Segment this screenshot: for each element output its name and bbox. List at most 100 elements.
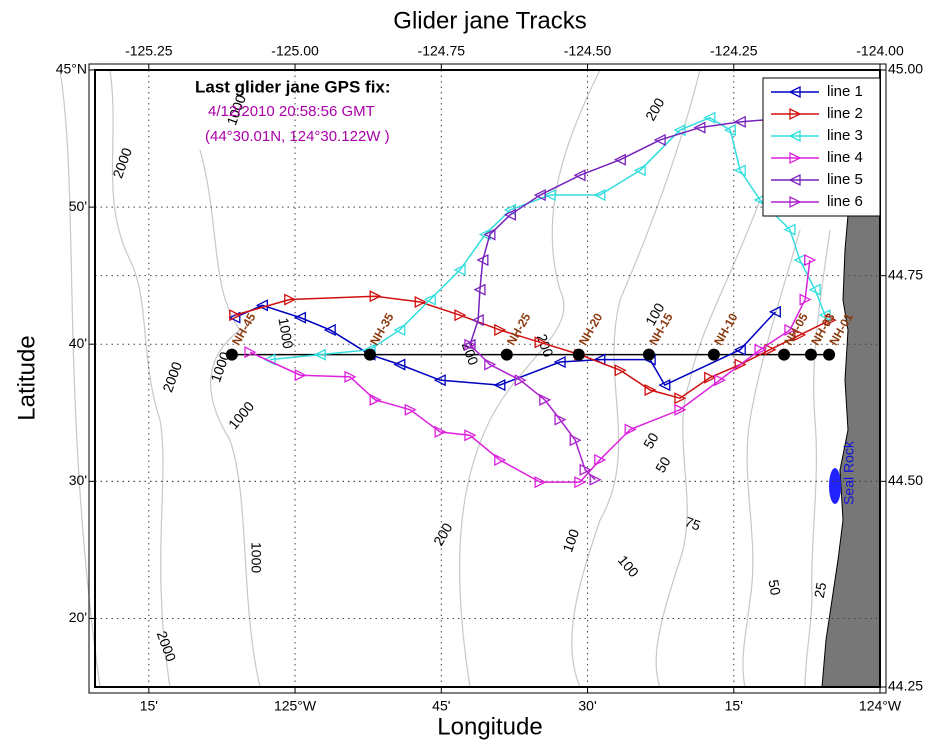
track-line bbox=[234, 295, 831, 400]
x-tick-label: 30' bbox=[578, 698, 596, 714]
contour-label: 200 bbox=[534, 332, 557, 360]
contour-label: 75 bbox=[683, 513, 703, 533]
y-tick-label: 40' bbox=[69, 335, 87, 351]
track-marker bbox=[494, 453, 507, 466]
track-marker bbox=[414, 295, 427, 309]
track-marker bbox=[483, 228, 496, 241]
track-marker bbox=[404, 403, 417, 416]
legend-label: line 3 bbox=[827, 127, 863, 144]
track-marker bbox=[434, 425, 447, 439]
x2-tick-label: -125.00 bbox=[271, 43, 319, 59]
y2-tick-label: 45.00 bbox=[888, 61, 923, 77]
track-marker bbox=[579, 463, 592, 476]
x2-tick-label: -124.25 bbox=[710, 43, 758, 59]
track-marker bbox=[673, 124, 686, 137]
track-marker bbox=[534, 336, 547, 349]
station bbox=[500, 348, 513, 361]
track-marker bbox=[476, 253, 489, 267]
chart-title: Glider jane Tracks bbox=[393, 7, 586, 34]
track-marker bbox=[464, 429, 477, 442]
y-axis-label: Latitude bbox=[13, 335, 40, 420]
track-marker bbox=[393, 323, 406, 337]
track-marker bbox=[594, 453, 607, 466]
contour-label: 100 bbox=[559, 527, 582, 555]
track-marker bbox=[313, 348, 326, 361]
contour-label: 50 bbox=[652, 454, 674, 476]
annotation: 4/12/2010 20:58:56 GMT bbox=[208, 103, 375, 120]
track-marker bbox=[704, 371, 717, 384]
track-marker bbox=[658, 379, 671, 392]
legend-marker bbox=[789, 151, 802, 165]
track-marker bbox=[344, 370, 357, 383]
track-marker bbox=[693, 121, 706, 134]
coastline bbox=[821, 214, 881, 688]
track-marker bbox=[503, 208, 516, 221]
contour-label: 25 bbox=[811, 581, 829, 599]
map-frame bbox=[94, 69, 881, 688]
track-line bbox=[469, 344, 596, 481]
x-axis-label: Longitude bbox=[437, 713, 542, 740]
x2-tick-label: -124.00 bbox=[856, 43, 904, 59]
contour-label: 1000 bbox=[275, 316, 296, 350]
x2-tick-label: -124.75 bbox=[418, 43, 466, 59]
track-marker bbox=[818, 309, 831, 322]
legend-marker bbox=[788, 129, 801, 143]
track-marker bbox=[674, 403, 687, 416]
legend-marker bbox=[789, 195, 802, 209]
track-marker bbox=[553, 355, 566, 369]
station bbox=[572, 348, 585, 361]
track-marker bbox=[734, 358, 747, 371]
legend-label: line 5 bbox=[827, 171, 863, 188]
track-marker bbox=[613, 153, 626, 166]
station bbox=[707, 348, 720, 361]
station bbox=[363, 348, 376, 361]
track-marker bbox=[473, 283, 486, 296]
track-marker bbox=[284, 293, 297, 306]
track-marker bbox=[229, 309, 242, 322]
x-tick-label: 15' bbox=[725, 698, 743, 714]
station bbox=[642, 348, 655, 361]
track-marker bbox=[493, 379, 506, 392]
track-marker bbox=[653, 133, 666, 146]
track-marker bbox=[453, 263, 466, 276]
y-tick-label: 45°N bbox=[56, 61, 87, 77]
track-marker bbox=[533, 188, 546, 202]
track-marker bbox=[369, 393, 382, 406]
track-marker bbox=[674, 392, 687, 405]
track-marker bbox=[624, 423, 637, 436]
bathymetry-contours bbox=[59, 69, 831, 688]
track-marker bbox=[294, 369, 307, 382]
y2-tick-label: 44.75 bbox=[888, 266, 923, 282]
track-marker bbox=[494, 323, 507, 337]
track-marker bbox=[244, 346, 257, 359]
track-marker bbox=[723, 124, 736, 137]
x-tick-label: 45' bbox=[432, 698, 450, 714]
contour-label: 1000 bbox=[248, 542, 264, 573]
y-tick-label: 30' bbox=[69, 472, 87, 488]
y-tick-label: 50' bbox=[69, 198, 87, 214]
track-marker bbox=[733, 164, 746, 177]
x2-tick-label: -124.50 bbox=[564, 43, 612, 59]
x-tick-label: 15' bbox=[140, 698, 158, 714]
track-marker bbox=[633, 164, 646, 177]
map-outer-frame bbox=[88, 63, 887, 694]
track-marker bbox=[293, 311, 306, 324]
track-marker bbox=[804, 253, 817, 267]
annotation: Seal Rock bbox=[841, 440, 857, 505]
track-marker bbox=[454, 309, 467, 322]
legend-marker bbox=[788, 173, 801, 187]
track-marker bbox=[703, 111, 716, 124]
track-marker bbox=[794, 328, 807, 341]
track-marker bbox=[783, 223, 796, 236]
annotation: (44°30.01N, 124°30.122W ) bbox=[205, 128, 390, 145]
station bbox=[225, 348, 238, 361]
x-tick-label: 125°W bbox=[274, 698, 317, 714]
legend-label: line 1 bbox=[827, 83, 863, 100]
track-marker bbox=[534, 476, 547, 489]
track-marker bbox=[323, 323, 336, 337]
legend-box bbox=[762, 77, 881, 217]
annotation: Last glider jane GPS fix: bbox=[195, 77, 391, 96]
track-marker bbox=[464, 338, 477, 351]
legend-marker bbox=[789, 107, 802, 121]
seal-rock-marker bbox=[829, 468, 841, 504]
